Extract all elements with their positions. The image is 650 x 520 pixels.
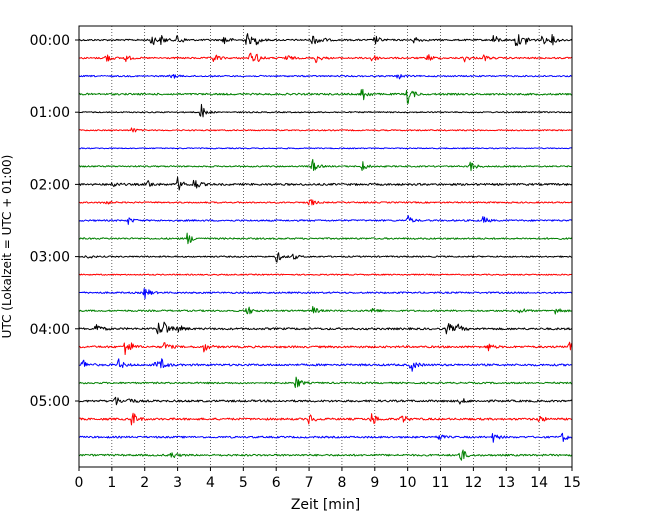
y-tick-label: 00:00 (30, 33, 70, 49)
seismogram-trace-row (78, 88, 573, 104)
x-tick-label: 2 (140, 475, 149, 491)
seismogram-trace-row (78, 176, 573, 191)
seismogram-trace-row (78, 449, 573, 461)
x-tick-label: 12 (464, 475, 482, 491)
seismogram-trace-row (78, 127, 573, 133)
y-axis-label: UTC (Lokalzeit = UTC + 01:00) (0, 155, 14, 339)
y-tick-label: 03:00 (30, 250, 70, 266)
seismogram-trace-row (78, 252, 573, 263)
x-tick-label: 0 (75, 475, 84, 491)
x-tick-label: 8 (337, 475, 346, 491)
x-tick-label: 15 (563, 475, 581, 491)
x-axis-ticks: 0 1 2 3 4 5 6 7 8 9 10 11 12 13 14 15 (75, 467, 581, 491)
y-tick-label: 05:00 (30, 394, 70, 410)
y-tick-label: 04:00 (30, 322, 70, 338)
seismogram-trace-row (78, 432, 573, 443)
x-tick-label: 14 (530, 475, 548, 491)
seismogram-trace-row (78, 287, 573, 300)
y-axis-ticks: 00:00 01:00 02:00 03:00 04:00 05:00 (30, 33, 79, 410)
x-axis-label: Zeit [min] (291, 497, 360, 513)
seismogram-trace-row (78, 158, 572, 172)
plot-frame (78, 25, 573, 468)
seismogram-trace-row (78, 232, 573, 245)
seismogram-trace-row (78, 341, 573, 356)
x-tick-label: 4 (206, 475, 215, 491)
seismogram-trace-row (78, 305, 573, 315)
seismogram-trace-row (78, 103, 573, 118)
x-tick-label: 9 (370, 475, 379, 491)
x-tick-label: 11 (432, 475, 450, 491)
seismogram-trace-row (78, 33, 573, 47)
seismogram-trace-row (78, 412, 573, 426)
seismogram-trace-row (78, 321, 573, 335)
x-tick-label: 5 (239, 475, 248, 491)
seismogram-trace-row (78, 376, 573, 389)
x-tick-label: 6 (272, 475, 281, 491)
seismogram-trace-row (78, 147, 573, 150)
seismogram-trace-row (78, 52, 573, 64)
seismogram-trace-row (78, 273, 573, 276)
x-tick-label: 13 (497, 475, 515, 491)
y-tick-label: 02:00 (30, 177, 70, 193)
seismogram-trace-row (78, 199, 573, 206)
seismogram-trace-row (78, 358, 573, 372)
x-tick-label: 7 (305, 475, 314, 491)
x-tick-label: 1 (107, 475, 116, 491)
x-tick-label: 10 (399, 475, 417, 491)
seismogram-traces (78, 33, 573, 461)
seismogram-trace-row (78, 396, 573, 406)
x-tick-label: 3 (173, 475, 182, 491)
seismogram-trace-row (78, 73, 573, 80)
y-tick-label: 01:00 (30, 105, 70, 121)
seismogram-trace-row (78, 215, 573, 225)
